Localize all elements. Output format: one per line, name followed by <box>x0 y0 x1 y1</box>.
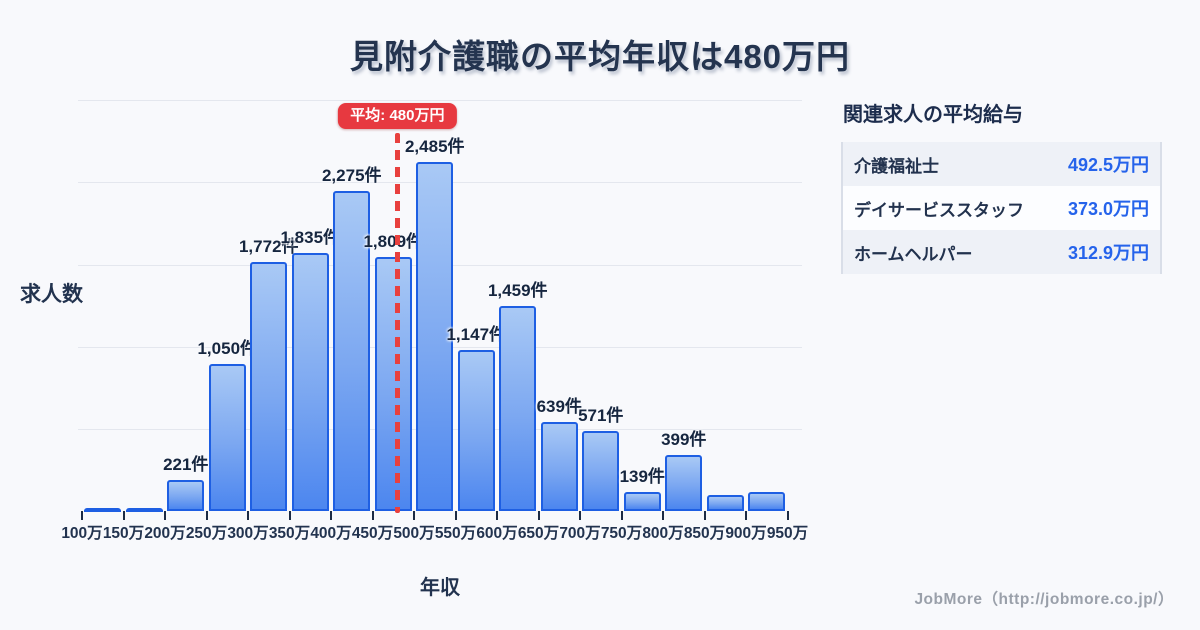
page-title: 見附介護職の平均年収は480万円 <box>349 38 851 75</box>
axis-tick-label: 900万 <box>725 525 767 542</box>
bar-value-label: 1,459件 <box>487 281 548 301</box>
histogram-bar <box>582 431 619 512</box>
axis-tick <box>247 511 249 520</box>
axis-tick <box>81 511 83 520</box>
histogram-bar <box>125 507 163 512</box>
axis-tick <box>745 511 747 520</box>
axis-tick-label: 550万 <box>434 525 477 542</box>
axis-tick-label: 400万 <box>310 525 352 542</box>
axis-tick <box>164 511 166 520</box>
axis-tick-label: 150万 <box>102 525 145 542</box>
axis-tick-label: 850万 <box>683 525 726 542</box>
histogram-bar <box>167 480 204 512</box>
axis-tick <box>330 511 332 520</box>
axis-tick-label: 950万 <box>766 525 809 542</box>
bar-value-label: 2,485件 <box>404 136 465 156</box>
axis-tick-label: 700万 <box>559 525 601 542</box>
table-row: 介護福祉士 492.5万円 <box>843 142 1160 186</box>
related-jobs-table: 介護福祉士 492.5万円 デイサービススタッフ 373.0万円 ホームヘルパー… <box>841 142 1162 274</box>
y-axis-label: 求人数 <box>20 283 83 306</box>
histogram-bar <box>457 350 495 512</box>
axis-tick <box>496 511 498 520</box>
bar-value-label: 399件 <box>661 430 707 450</box>
histogram-bar <box>706 494 744 512</box>
axis-tick-label: 600万 <box>476 525 518 542</box>
histogram-bar <box>665 455 702 512</box>
axis-tick <box>786 511 789 520</box>
job-salary: 492.5万円 <box>1067 155 1149 175</box>
axis-tick <box>371 511 374 520</box>
footer-credit: JobMore（http://jobmore.co.jp/） <box>914 591 1174 608</box>
job-name: ホームヘルパー <box>854 244 973 264</box>
average-line <box>395 133 400 513</box>
axis-tick <box>579 511 581 520</box>
histogram-bar <box>499 306 536 512</box>
axis-tick <box>205 511 208 520</box>
axis-tick-label: 200万 <box>144 525 186 542</box>
bar-value-label: 639件 <box>536 396 582 416</box>
axis-tick-label: 800万 <box>642 525 684 542</box>
bar-value-label: 571件 <box>578 406 624 426</box>
histogram-bar <box>623 491 661 512</box>
bar-value-label: 139件 <box>619 466 665 486</box>
gridline <box>78 100 802 101</box>
job-name: 介護福祉士 <box>854 156 939 176</box>
job-name: デイサービススタッフ <box>854 200 1024 220</box>
axis-tick-label: 100万 <box>61 525 103 542</box>
bar-value-label: 1,050件 <box>197 338 258 358</box>
histogram-bar <box>374 257 412 512</box>
histogram-bar <box>208 363 246 512</box>
bar-value-label: 1,809件 <box>363 232 424 251</box>
histogram-bar <box>291 253 329 512</box>
axis-tick <box>662 511 664 520</box>
bar-value-label: 1,772件 <box>238 237 299 257</box>
histogram-bar <box>416 161 453 512</box>
histogram-bar <box>540 421 578 512</box>
axis-tick-label: 650万 <box>517 525 560 542</box>
related-jobs-panel-title: 関連求人の平均給与 <box>843 104 1023 126</box>
job-salary: 312.9万円 <box>1067 243 1149 263</box>
axis-tick <box>288 511 291 520</box>
axis-tick-label: 500万 <box>393 525 435 542</box>
axis-tick-label: 350万 <box>268 525 311 542</box>
average-badge: 平均: 480万円 <box>338 103 457 129</box>
histogram-bar <box>250 262 287 512</box>
bar-value-label: 1,835件 <box>280 228 341 248</box>
axis-tick-label: 450万 <box>351 525 394 542</box>
axis-tick-label: 300万 <box>227 525 269 542</box>
axis-tick <box>122 511 125 520</box>
x-axis-label: 年収 <box>420 577 460 599</box>
axis-tick-label: 250万 <box>185 525 228 542</box>
axis-tick <box>454 511 457 520</box>
histogram-bar <box>748 491 785 512</box>
histogram-bar <box>84 507 121 512</box>
job-salary: 373.0万円 <box>1067 199 1149 219</box>
axis-tick <box>537 511 540 520</box>
axis-tick <box>413 511 415 520</box>
bar-value-label: 221件 <box>163 455 209 475</box>
table-row: デイサービススタッフ 373.0万円 <box>843 186 1160 230</box>
table-row: ホームヘルパー 312.9万円 <box>843 230 1160 274</box>
bar-value-label: 2,275件 <box>321 166 382 186</box>
axis-tick <box>703 511 706 520</box>
bar-value-label: 1,147件 <box>446 325 507 345</box>
histogram-bar <box>333 191 370 512</box>
axis-tick-label: 750万 <box>600 525 643 542</box>
axis-tick <box>620 511 623 520</box>
